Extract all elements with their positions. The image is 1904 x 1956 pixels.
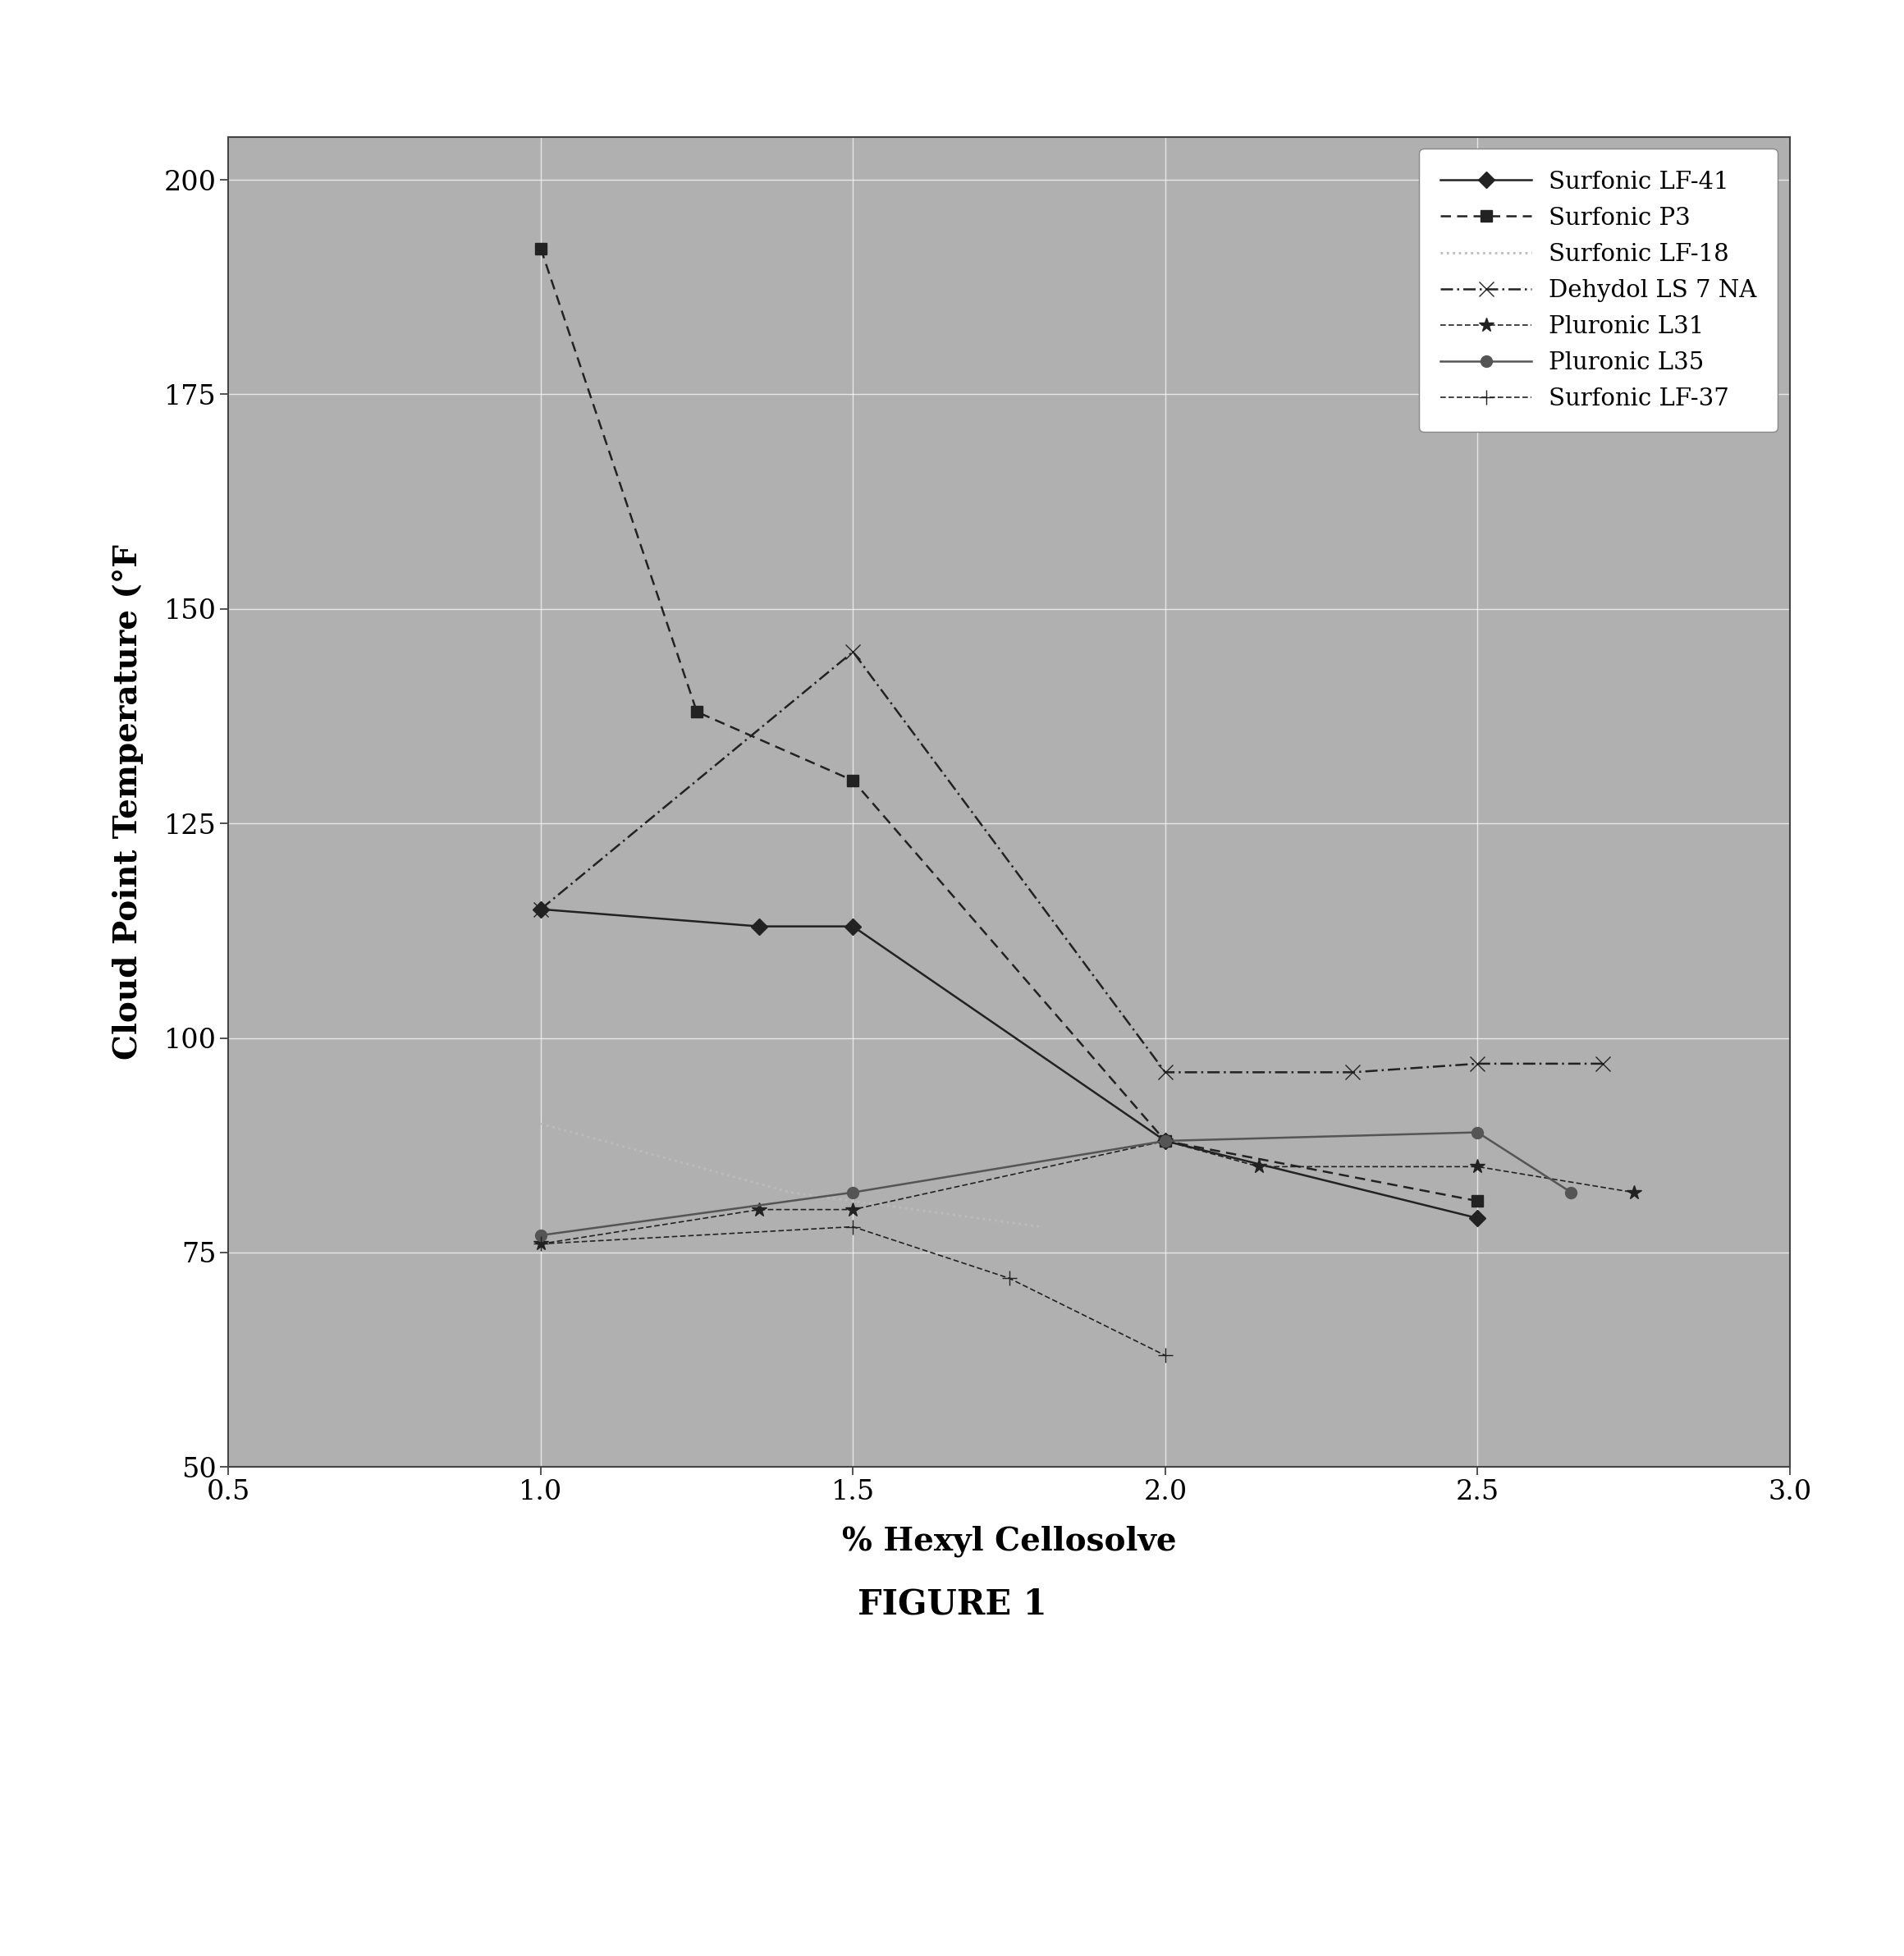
Line: Dehydol LS 7 NA: Dehydol LS 7 NA <box>533 644 1609 1080</box>
Pluronic L31 <box>529 1232 552 1256</box>
Surfonic LF-18 <box>529 1113 552 1136</box>
Dehydol LS 7 NA <box>529 898 552 921</box>
Line: Surfonic LF-37: Surfonic LF-37 <box>533 1219 1173 1363</box>
Pluronic L31 <box>842 1197 864 1221</box>
Surfonic P3 <box>842 769 864 792</box>
Dehydol LS 7 NA <box>1340 1060 1363 1084</box>
Surfonic LF-37 <box>842 1215 864 1238</box>
Legend: Surfonic LF-41, Surfonic P3, Surfonic LF-18, Dehydol LS 7 NA, Pluronic L31, Plur: Surfonic LF-41, Surfonic P3, Surfonic LF… <box>1418 149 1778 432</box>
Line: Pluronic L35: Pluronic L35 <box>535 1127 1577 1240</box>
Pluronic L35 <box>1466 1121 1489 1144</box>
Pluronic L31 <box>1466 1154 1489 1178</box>
Dehydol LS 7 NA <box>842 640 864 663</box>
Surfonic LF-41 <box>748 915 771 939</box>
Surfonic P3 <box>1466 1189 1489 1213</box>
X-axis label: % Hexyl Cellosolve: % Hexyl Cellosolve <box>842 1526 1177 1557</box>
Dehydol LS 7 NA <box>1466 1052 1489 1076</box>
Surfonic LF-37 <box>998 1266 1021 1289</box>
Surfonic LF-37 <box>1154 1344 1177 1367</box>
Pluronic L31 <box>1154 1129 1177 1152</box>
Y-axis label: Cloud Point Temperature (°F: Cloud Point Temperature (°F <box>112 544 143 1060</box>
Line: Pluronic L31: Pluronic L31 <box>533 1134 1641 1252</box>
Line: Surfonic P3: Surfonic P3 <box>535 243 1483 1207</box>
Pluronic L31 <box>1247 1154 1270 1178</box>
Surfonic P3 <box>685 700 708 724</box>
Dehydol LS 7 NA <box>1154 1060 1177 1084</box>
Line: Surfonic LF-41: Surfonic LF-41 <box>535 904 1483 1224</box>
Text: FIGURE 1: FIGURE 1 <box>857 1586 1047 1622</box>
Pluronic L35 <box>529 1224 552 1248</box>
Surfonic P3 <box>1154 1129 1177 1152</box>
Pluronic L31 <box>1622 1181 1645 1205</box>
Surfonic LF-41 <box>1154 1129 1177 1152</box>
Surfonic LF-18 <box>1028 1215 1051 1238</box>
Pluronic L35 <box>842 1181 864 1205</box>
Surfonic LF-41 <box>842 915 864 939</box>
Pluronic L35 <box>1154 1129 1177 1152</box>
Pluronic L31 <box>748 1197 771 1221</box>
Surfonic LF-37 <box>529 1232 552 1256</box>
Surfonic LF-41 <box>529 898 552 921</box>
Line: Surfonic LF-18: Surfonic LF-18 <box>541 1125 1040 1226</box>
Surfonic LF-18 <box>779 1181 802 1205</box>
Pluronic L35 <box>1559 1181 1582 1205</box>
Dehydol LS 7 NA <box>1592 1052 1615 1076</box>
Surfonic LF-41 <box>1466 1207 1489 1230</box>
Surfonic P3 <box>529 237 552 260</box>
